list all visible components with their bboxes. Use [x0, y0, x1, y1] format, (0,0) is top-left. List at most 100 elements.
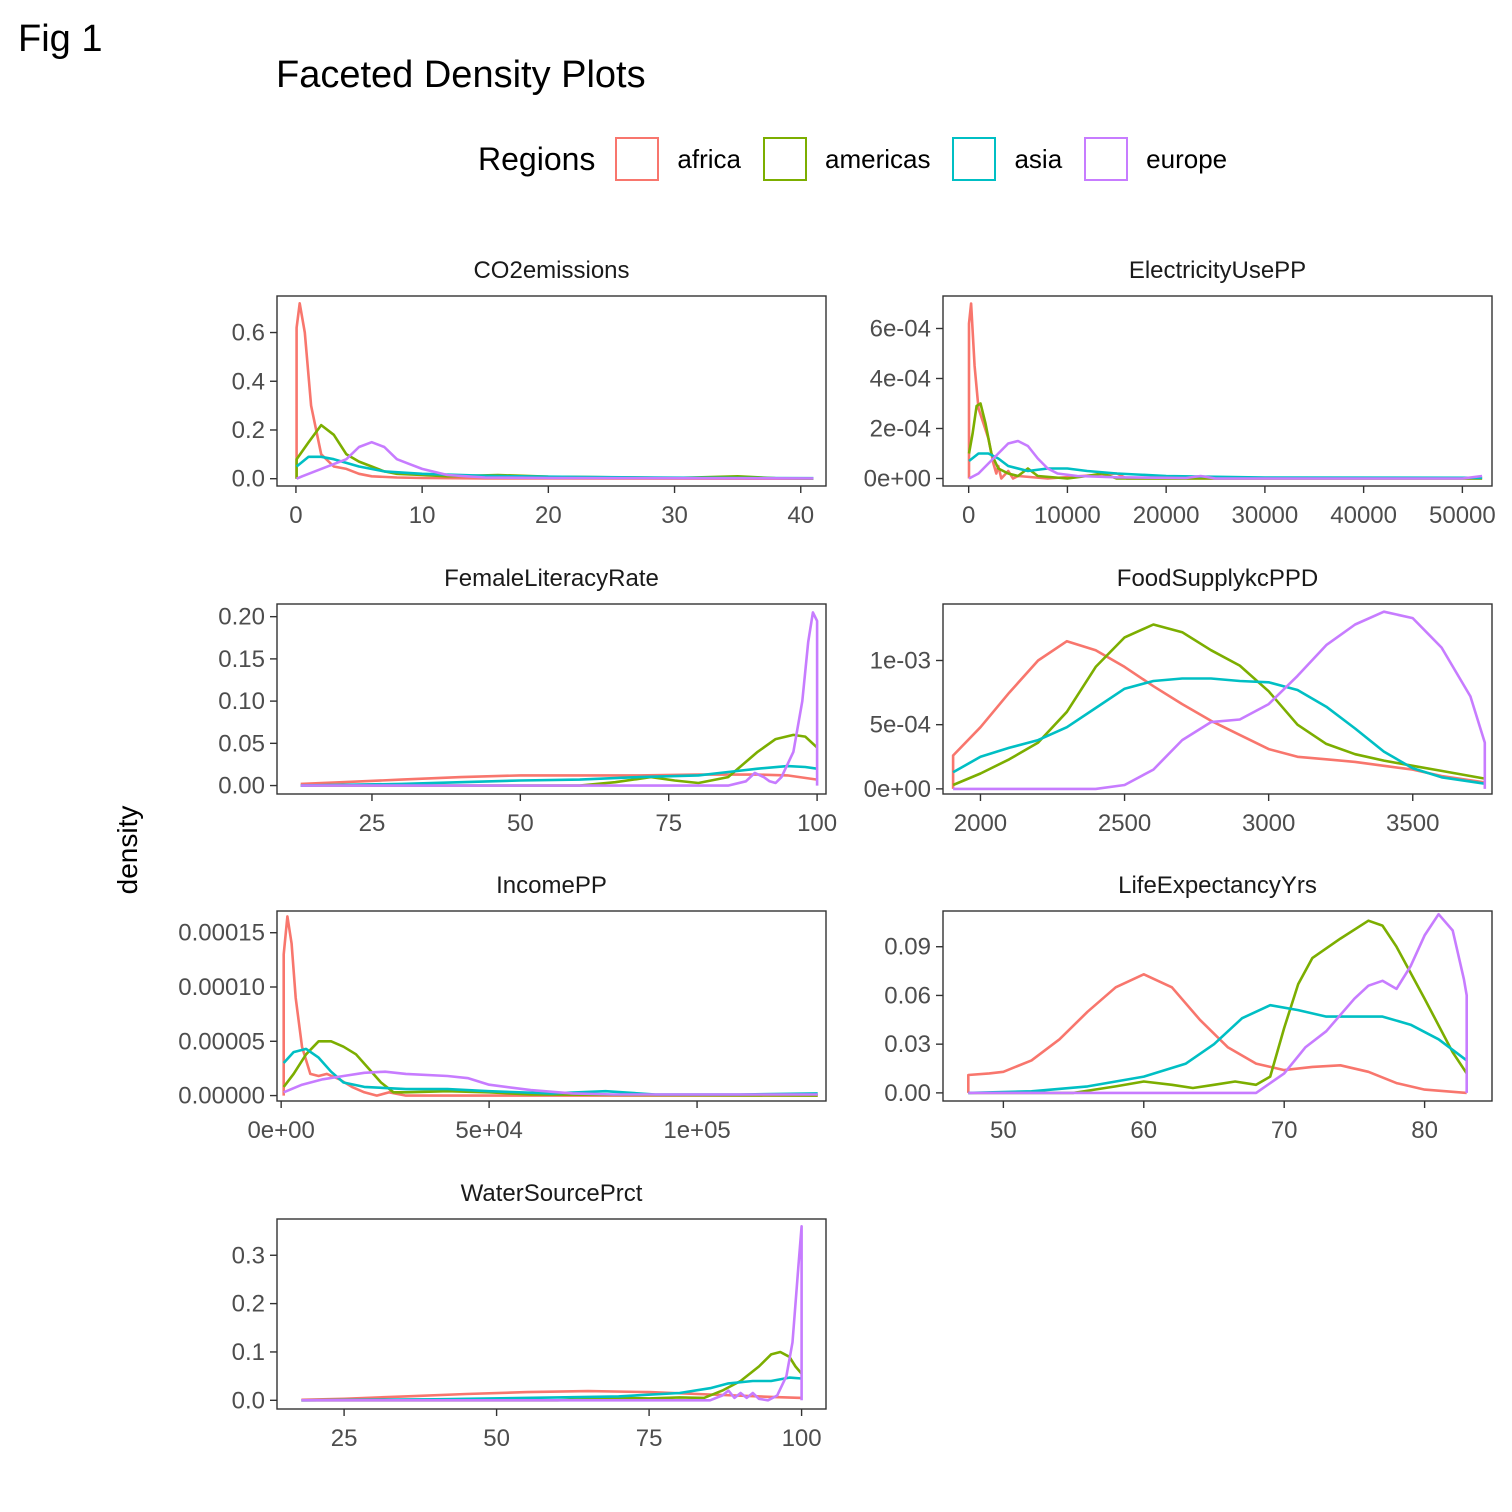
chart-title: Faceted Density Plots — [276, 54, 646, 96]
density-line-africa — [951, 639, 1485, 789]
x-tick-label: 25 — [331, 1425, 358, 1452]
x-tick-label: 20 — [535, 502, 562, 529]
x-tick-label: 75 — [655, 810, 682, 837]
facet-title-watersourceprct: WaterSourcePrct — [461, 1180, 643, 1207]
facet-electricityusepp: ElectricityUsePP 0 10000 20000 30000 40000 500… — [864, 257, 1496, 529]
density-line-europe — [300, 611, 819, 787]
x-tick-label: 20000 — [1133, 502, 1200, 529]
density-line-africa — [967, 973, 1467, 1095]
density-line-europe — [301, 1225, 803, 1402]
density-line-americas — [968, 919, 1468, 1095]
density-line-asia — [300, 764, 818, 787]
facet-lifeexpectancyyrs: LifeExpectancyYrs 50 60 70 80 0.00 0.03 0.06 0.0… — [884, 872, 1493, 1144]
x-tick-label: 5e+04 — [455, 1117, 522, 1144]
y-tick-label: 0.03 — [884, 1031, 931, 1058]
y-tick-label: 0.1 — [232, 1339, 265, 1366]
y-tick-label: 1e-03 — [870, 647, 931, 674]
panel-border — [276, 295, 827, 487]
legend-label-africa: africa — [677, 143, 741, 174]
density-line-asia — [301, 1376, 802, 1402]
y-tick-label: 0.10 — [218, 688, 265, 715]
density-line-europe — [296, 440, 814, 480]
facet-lines-electricityusepp — [967, 302, 1483, 480]
legend-key-americas — [762, 137, 807, 181]
facet-co2emissions: CO2emissions 0 10 20 30 40 0.0 0.2 0.4 0.6 — [232, 257, 827, 529]
density-line-europe — [283, 1070, 818, 1096]
y-tick-label: 0.00 — [884, 1080, 931, 1107]
panel-border — [942, 910, 1493, 1102]
facet-foodsupplykcppd: FoodSupplykcPPD 2000 2500 3000 3500 0e+00 5e-0… — [864, 565, 1493, 837]
density-line-asia — [952, 677, 1485, 785]
x-tick-label: 0e+00 — [247, 1117, 314, 1144]
x-tick-label: 50 — [507, 810, 534, 837]
facet-watersourceprct: WaterSourcePrct 25 50 75 100 0.0 0.1 0.2 0.3 — [232, 1180, 827, 1452]
y-tick-label: 0e+00 — [864, 776, 931, 803]
density-line-europe — [968, 912, 1468, 1095]
x-tick-label: 2500 — [1098, 810, 1151, 837]
x-tick-label: 60 — [1130, 1117, 1157, 1144]
x-tick-label: 0 — [289, 502, 302, 529]
legend-item-europe: europe — [1084, 137, 1227, 181]
y-tick-label: 0.6 — [232, 320, 265, 347]
legend-label-americas: americas — [824, 143, 931, 174]
facet-lines-foodsupplykcppd — [951, 610, 1487, 791]
density-line-americas — [952, 623, 1486, 787]
y-tick-label: 0.2 — [232, 1291, 265, 1318]
y-tick-label: 0.00010 — [178, 974, 265, 1001]
density-line-americas — [301, 1350, 803, 1402]
legend-item-africa: africa — [615, 137, 741, 181]
x-tick-label: 3000 — [1242, 810, 1295, 837]
legend-key-europe — [1084, 137, 1129, 181]
density-line-americas — [300, 733, 818, 787]
legend-label-europe: europe — [1146, 143, 1228, 174]
legend-key-asia — [952, 137, 997, 181]
y-tick-label: 0e+00 — [864, 466, 931, 493]
density-line-africa — [301, 1389, 802, 1402]
y-tick-label: 0.2 — [232, 417, 265, 444]
density-line-europe — [968, 439, 1483, 480]
x-tick-label: 10000 — [1034, 502, 1101, 529]
legend: Regions africa americas asia europe — [478, 134, 1249, 184]
x-tick-label: 100 — [797, 810, 837, 837]
facet-lines-watersourceprct — [301, 1225, 803, 1402]
density-line-europe — [953, 610, 1487, 791]
y-tick-label: 0.06 — [884, 982, 931, 1009]
density-line-africa — [967, 302, 1483, 480]
y-tick-label: 0.20 — [218, 604, 265, 631]
facet-lines-lifeexpectancyyrs — [967, 912, 1468, 1095]
panel-border — [276, 1218, 827, 1410]
y-tick-label: 6e-04 — [870, 316, 931, 343]
x-tick-label: 2000 — [954, 810, 1007, 837]
panel-border — [276, 910, 827, 1102]
facet-incomepp: IncomePP 0e+00 5e+04 1e+05 0.00000 0.00005 0.0… — [178, 872, 827, 1144]
legend-item-asia: asia — [952, 137, 1062, 181]
x-tick-label: 30 — [661, 502, 688, 529]
density-line-africa — [282, 915, 818, 1097]
legend-label-asia: asia — [1014, 143, 1063, 174]
facet-title-co2emissions: CO2emissions — [473, 257, 629, 284]
y-tick-label: 0.00005 — [178, 1028, 265, 1055]
density-line-africa — [295, 302, 814, 480]
figure-label: Fig 1 — [18, 18, 103, 60]
x-tick-label: 40000 — [1330, 502, 1397, 529]
x-tick-label: 25 — [359, 810, 386, 837]
x-tick-label: 1e+05 — [663, 1117, 730, 1144]
x-tick-label: 100 — [782, 1425, 822, 1452]
y-tick-label: 0.4 — [232, 368, 265, 395]
facet-femaleliteracyrate: FemaleLiteracyRate 25 50 75 100 0.00 0.05 0.10 0… — [218, 565, 837, 837]
facet-title-lifeexpectancyyrs: LifeExpectancyYrs — [1118, 872, 1317, 899]
density-line-asia — [968, 1003, 1468, 1095]
y-tick-label: 5e-04 — [870, 712, 931, 739]
facet-lines-femaleliteracyrate — [300, 611, 819, 787]
legend-item-americas: americas — [762, 137, 931, 181]
x-tick-label: 0 — [962, 502, 975, 529]
x-tick-label: 50 — [483, 1425, 510, 1452]
legend-key-africa — [615, 137, 660, 181]
y-tick-label: 4e-04 — [870, 366, 931, 393]
x-tick-label: 3500 — [1386, 810, 1439, 837]
x-tick-label: 50000 — [1429, 502, 1496, 529]
y-tick-label: 2e-04 — [870, 416, 931, 443]
y-tick-label: 0.05 — [218, 730, 265, 757]
y-tick-label: 0.3 — [232, 1242, 265, 1269]
